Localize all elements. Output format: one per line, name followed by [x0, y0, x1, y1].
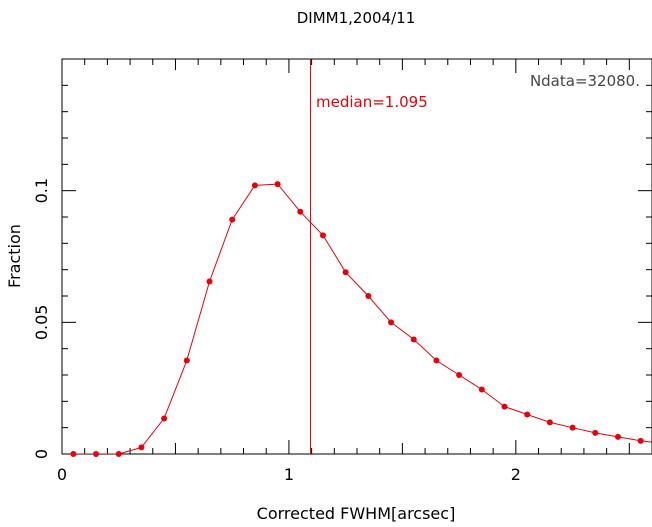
data-point — [433, 357, 440, 364]
data-point — [592, 429, 599, 436]
plot-frame — [61, 58, 652, 455]
data-point — [206, 278, 213, 285]
ndata-annotation: Ndata=32080. — [530, 72, 640, 90]
data-point — [297, 208, 304, 215]
data-point — [70, 451, 77, 457]
y-tick-labels: 0 0.05 0.1 — [32, 178, 51, 459]
median-label: median=1.095 — [316, 93, 428, 111]
data-point — [365, 293, 372, 299]
data-point — [115, 451, 122, 457]
data-point — [138, 444, 145, 451]
data-point — [569, 424, 576, 431]
y-tick-label: 0.1 — [32, 178, 51, 203]
axis-ticks — [61, 58, 652, 455]
data-point — [410, 336, 417, 343]
data-point — [161, 415, 168, 422]
x-axis-label: Corrected FWHM[arcsec] — [257, 504, 456, 523]
data-point — [524, 411, 531, 418]
data-point — [319, 232, 326, 239]
data-point — [614, 433, 621, 440]
data-point — [183, 357, 190, 364]
data-point — [342, 269, 349, 276]
data-point — [251, 182, 258, 189]
data-point — [93, 451, 100, 457]
data-point — [501, 403, 508, 410]
y-tick-label: 0.05 — [32, 305, 51, 341]
data-point — [274, 181, 281, 188]
data-point — [546, 419, 553, 426]
data-point — [637, 437, 644, 444]
y-axis-label: Fraction — [5, 224, 24, 288]
data-point — [478, 386, 485, 393]
data-point — [388, 319, 395, 326]
x-tick-label: 1 — [284, 465, 294, 484]
data-point — [229, 216, 236, 223]
x-tick-labels: 0 1 2 — [57, 465, 521, 484]
x-tick-label: 2 — [511, 465, 521, 484]
data-point — [456, 372, 463, 378]
x-tick-label: 0 — [57, 465, 67, 484]
series-group — [70, 181, 652, 457]
chart-title: DIMM1,2004/11 — [297, 9, 415, 27]
series-line — [73, 183, 652, 454]
y-tick-label: 0 — [32, 449, 51, 459]
